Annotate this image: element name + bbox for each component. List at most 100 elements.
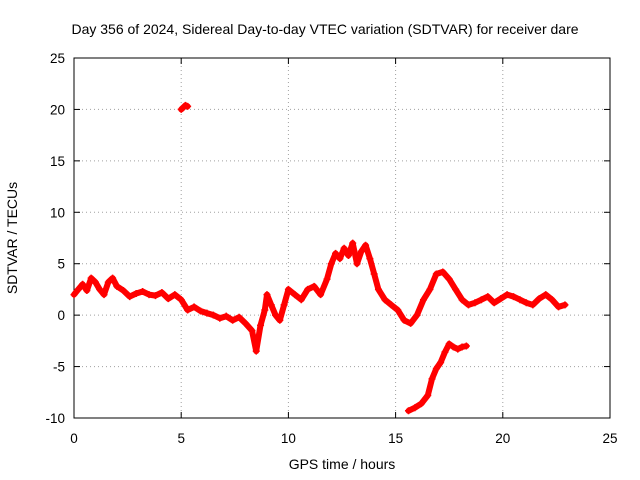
series-2: [177, 101, 192, 113]
marker-layer: [70, 101, 569, 415]
data-point: [263, 291, 271, 299]
data-point: [413, 311, 421, 319]
data-point: [411, 404, 419, 412]
data-point: [381, 296, 389, 304]
data-point: [164, 295, 172, 303]
data-point: [216, 314, 224, 322]
data-point: [445, 340, 453, 348]
x-axis-label: GPS time / hours: [289, 456, 396, 472]
y-axis-label: SDTVAR / TECUs: [4, 182, 20, 294]
x-tick-label: 10: [281, 431, 296, 446]
data-point: [297, 296, 305, 304]
data-point: [280, 301, 288, 309]
data-point: [70, 291, 78, 299]
data-point: [126, 293, 134, 301]
data-point: [464, 301, 472, 309]
data-point: [248, 327, 256, 335]
plot-frame: [73, 57, 611, 419]
data-point: [327, 260, 335, 268]
data-point: [109, 274, 117, 282]
data-point: [104, 278, 112, 286]
data-point: [454, 345, 462, 353]
data-point: [510, 293, 518, 301]
data-point: [497, 295, 505, 303]
tick-layer: 0 5 10 15 20 25 -10 -5 0 5 10 15 20 25: [45, 51, 617, 446]
data-point: [209, 311, 217, 319]
data-point: [113, 282, 121, 290]
series-1: [404, 340, 470, 415]
data-point: [417, 400, 425, 408]
data-point: [366, 255, 374, 263]
data-point: [91, 278, 99, 286]
data-point: [184, 102, 192, 110]
data-point: [139, 287, 147, 295]
data-point: [158, 289, 166, 297]
data-point: [119, 286, 127, 294]
data-point: [357, 247, 365, 255]
data-point: [336, 255, 344, 263]
data-point: [132, 290, 140, 298]
data-point: [362, 241, 370, 249]
data-point: [145, 291, 153, 299]
data-point: [79, 280, 87, 288]
data-point: [462, 342, 470, 350]
data-point: [353, 260, 361, 268]
data-point: [332, 249, 340, 257]
x-tick-label: 25: [602, 431, 617, 446]
data-point: [471, 299, 479, 307]
x-tick-label: 0: [70, 431, 78, 446]
data-point: [548, 296, 556, 304]
series-0: [70, 239, 569, 355]
data-point: [242, 319, 250, 327]
data-point: [404, 407, 412, 415]
data-point: [452, 285, 460, 293]
data-point: [458, 296, 466, 304]
chart-title: Day 356 of 2024, Sidereal Day-to-day VTE…: [71, 21, 578, 37]
x-tick-label: 5: [177, 431, 185, 446]
data-point: [432, 365, 440, 373]
data-point: [203, 309, 211, 317]
data-point: [276, 316, 284, 324]
data-point: [184, 306, 192, 314]
y-tick-label: -5: [53, 360, 65, 375]
data-point: [490, 299, 498, 307]
y-tick-label: 5: [57, 257, 65, 272]
data-point: [477, 296, 485, 304]
data-point: [222, 312, 230, 320]
data-point: [190, 303, 198, 311]
data-point: [83, 286, 91, 294]
data-point: [272, 311, 280, 319]
data-point: [284, 285, 292, 293]
data-point: [151, 292, 159, 300]
data-point: [267, 301, 275, 309]
data-point: [291, 291, 299, 299]
data-point: [432, 270, 440, 278]
data-point: [229, 316, 237, 324]
data-point: [323, 275, 331, 283]
y-tick-label: 10: [50, 205, 65, 220]
y-tick-label: 15: [50, 154, 65, 169]
y-tick-label: 25: [50, 51, 65, 66]
y-tick-label: -10: [45, 411, 65, 426]
data-point: [449, 343, 457, 351]
data-point: [349, 239, 357, 247]
data-point: [252, 347, 260, 355]
x-tick-label: 20: [495, 431, 510, 446]
series-trace: [71, 240, 568, 355]
data-point: [516, 296, 524, 304]
x-tick-label: 15: [388, 431, 403, 446]
data-point: [310, 282, 318, 290]
data-point: [340, 244, 348, 252]
data-point: [419, 296, 427, 304]
data-point: [542, 291, 550, 299]
data-point: [257, 321, 265, 329]
data-point: [445, 275, 453, 283]
data-point: [458, 343, 466, 351]
data-point: [437, 358, 445, 366]
data-point: [374, 285, 382, 293]
data-point: [441, 348, 449, 356]
data-point: [503, 291, 511, 299]
data-point: [177, 296, 185, 304]
data-point: [555, 303, 563, 311]
